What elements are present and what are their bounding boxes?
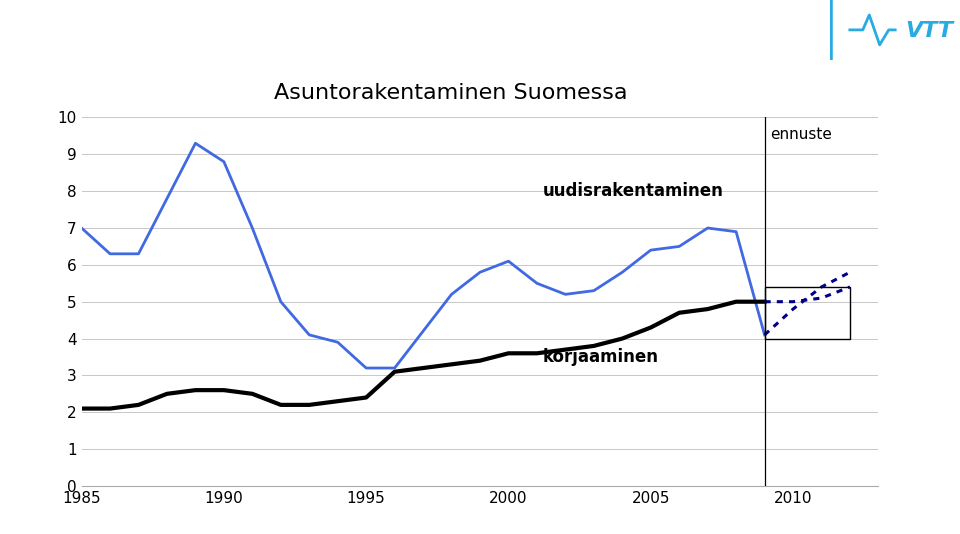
- Text: Pekka Pajakkala 10.8.2010: Pekka Pajakkala 10.8.2010: [610, 23, 778, 36]
- Text: Asuntorakentaminen Suomessa: Asuntorakentaminen Suomessa: [275, 83, 628, 103]
- Text: VTT TECHNICAL RESEARCH CENTRE OF FINLAND: VTT TECHNICAL RESEARCH CENTRE OF FINLAND: [14, 23, 334, 36]
- Text: 8: 8: [811, 22, 822, 37]
- Bar: [764, 287, 850, 339]
- Text: VTT: VTT: [905, 21, 953, 41]
- Text: ennuste: ennuste: [770, 127, 832, 142]
- Text: miljardia € vuoden 2009 hinnoin: miljardia € vuoden 2009 hinnoin: [271, 135, 632, 154]
- Text: korjaaminen: korjaaminen: [542, 348, 659, 366]
- Text: uudisrakentaminen: uudisrakentaminen: [542, 182, 724, 200]
